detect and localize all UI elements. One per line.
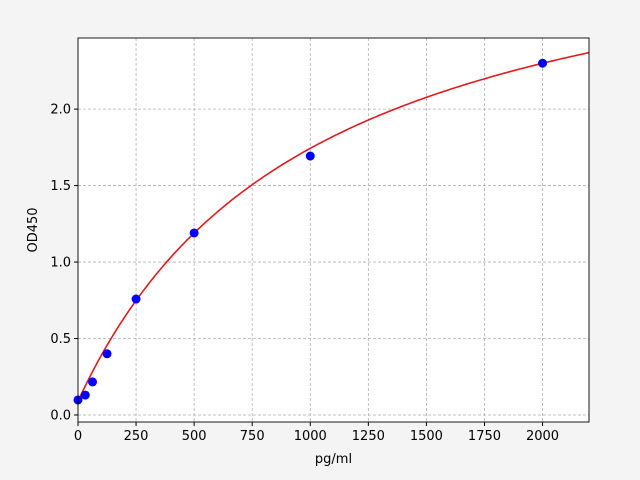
data-point bbox=[131, 294, 141, 304]
plot-area bbox=[78, 38, 589, 422]
data-point bbox=[88, 377, 98, 387]
data-point bbox=[189, 228, 199, 238]
y-axis-label: OD450 bbox=[26, 207, 41, 252]
x-tick-label: 1750 bbox=[468, 429, 501, 444]
y-tick-label: 1.0 bbox=[50, 256, 71, 271]
x-axis-ticks: 0 250 500 750 1000 1250 1500 1750 2000 bbox=[74, 422, 559, 444]
plot-frame bbox=[77, 37, 590, 423]
x-tick-label: 2000 bbox=[526, 429, 559, 444]
x-tick-label: 1500 bbox=[410, 429, 443, 444]
x-axis-label: pg/ml bbox=[315, 452, 352, 467]
data-point bbox=[305, 151, 315, 161]
x-tick-label: 1250 bbox=[352, 429, 385, 444]
x-tick-label: 0 bbox=[74, 429, 82, 444]
data-point bbox=[538, 58, 548, 68]
y-tick-label: 0.0 bbox=[50, 408, 71, 423]
x-tick-label: 500 bbox=[182, 429, 207, 444]
x-tick-label: 250 bbox=[124, 429, 149, 444]
y-tick-label: 0.5 bbox=[50, 332, 71, 347]
y-axis-ticks: 0.0 0.5 1.0 1.5 2.0 bbox=[50, 103, 78, 423]
data-points bbox=[73, 58, 548, 405]
x-tick-label: 1000 bbox=[294, 429, 327, 444]
fit-curve bbox=[77, 51, 590, 402]
y-tick-label: 2.0 bbox=[50, 103, 71, 118]
y-tick-label: 1.5 bbox=[50, 179, 71, 194]
data-point bbox=[80, 390, 90, 400]
data-point bbox=[102, 349, 112, 359]
grid-lines bbox=[77, 38, 589, 422]
x-tick-label: 750 bbox=[240, 429, 265, 444]
